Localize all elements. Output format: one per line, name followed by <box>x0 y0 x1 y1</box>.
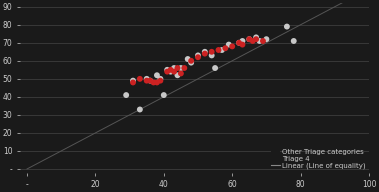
Point <box>144 79 150 82</box>
Point <box>164 68 170 71</box>
Point <box>174 74 180 77</box>
Point <box>188 59 194 62</box>
Point <box>253 38 259 41</box>
Point <box>216 48 222 51</box>
Point <box>137 108 143 111</box>
Point <box>229 45 235 48</box>
Point <box>195 56 201 59</box>
Point <box>260 39 266 42</box>
Point <box>222 47 229 50</box>
Point <box>226 43 232 46</box>
Point <box>161 94 167 97</box>
Point <box>250 39 256 42</box>
Point <box>154 74 160 77</box>
Point <box>157 77 163 80</box>
Point <box>123 94 129 97</box>
Point <box>150 81 157 84</box>
Point <box>168 68 174 71</box>
Point <box>130 79 136 82</box>
Point <box>253 36 259 39</box>
Point <box>212 66 218 70</box>
Point <box>144 77 150 80</box>
Point <box>246 38 252 41</box>
Point <box>240 39 246 42</box>
Point <box>208 54 215 57</box>
Legend: Other Triage categories, Triage 4, Linear (Line of equality): Other Triage categories, Triage 4, Linea… <box>271 149 365 169</box>
Point <box>208 50 215 53</box>
Point <box>154 81 160 84</box>
Point <box>246 38 252 41</box>
Point <box>147 79 153 82</box>
Point <box>257 39 263 42</box>
Point <box>236 41 242 44</box>
Point <box>130 81 136 84</box>
Point <box>202 50 208 53</box>
Point <box>157 79 163 82</box>
Point <box>219 48 225 51</box>
Point <box>236 41 242 44</box>
Point <box>185 57 191 60</box>
Point <box>164 70 170 73</box>
Point <box>171 70 177 73</box>
Point <box>171 66 177 70</box>
Point <box>174 66 180 70</box>
Point <box>284 25 290 28</box>
Point <box>137 77 143 80</box>
Point <box>263 38 269 41</box>
Point <box>178 66 184 70</box>
Point <box>168 70 174 73</box>
Point <box>188 61 194 64</box>
Point <box>181 66 187 70</box>
Point <box>240 43 246 46</box>
Point <box>202 52 208 55</box>
Point <box>195 54 201 57</box>
Point <box>147 79 153 82</box>
Point <box>178 72 184 75</box>
Point <box>291 39 297 42</box>
